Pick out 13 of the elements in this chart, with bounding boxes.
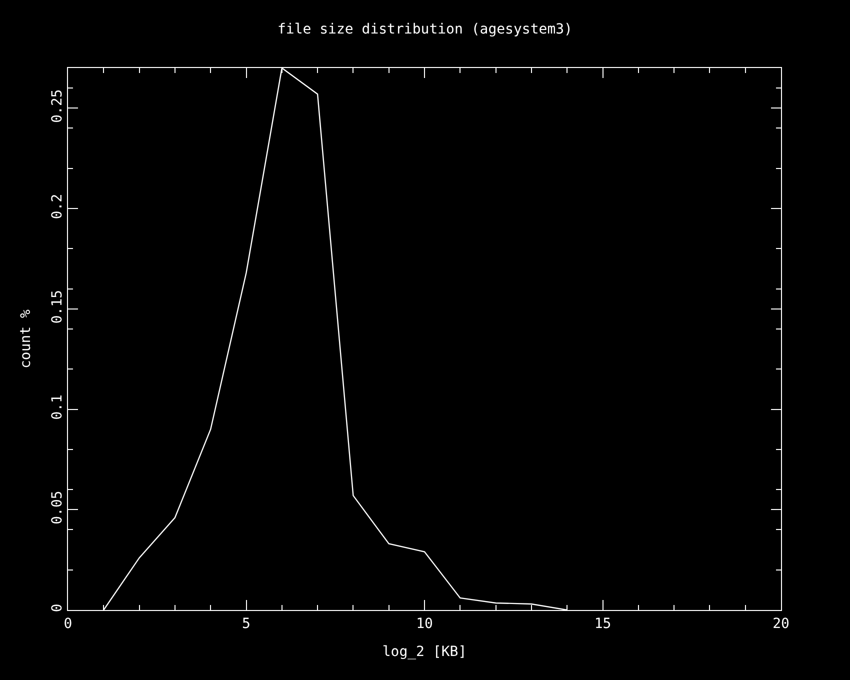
x-axis-title: log_2 [KB]: [382, 644, 467, 660]
y-tick-label: 0.2: [49, 194, 66, 220]
y-tick-label: 0.25: [49, 89, 66, 123]
x-tick-label: 5: [242, 616, 250, 632]
x-tick-label: 10: [416, 616, 433, 632]
x-tick-label: 15: [594, 616, 612, 632]
x-tick-label: 20: [772, 616, 790, 632]
y-tick-label: 0.05: [49, 490, 66, 524]
y-tick-label: 0: [49, 604, 66, 612]
y-axis-title: count %: [18, 308, 34, 369]
chart-title: file size distribution (agesystem3): [277, 22, 573, 38]
y-tick-label: 0.15: [49, 290, 66, 324]
y-tick-label: 0.1: [49, 394, 66, 420]
